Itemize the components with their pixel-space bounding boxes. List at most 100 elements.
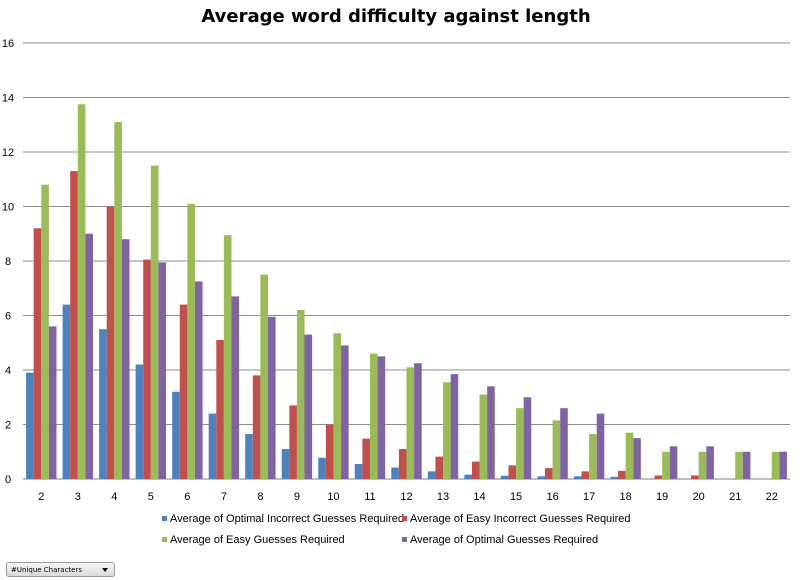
y-tick-label: 6 <box>5 311 11 323</box>
bar <box>406 367 415 479</box>
legend-swatch <box>402 537 407 542</box>
x-tick-label: 16 <box>546 491 558 503</box>
bar <box>573 476 582 479</box>
bar <box>362 438 370 479</box>
bar <box>735 451 743 479</box>
bar <box>33 228 42 479</box>
bar <box>779 451 787 479</box>
unique-characters-field-button[interactable]: #Unique Characters <box>6 562 115 577</box>
bar <box>99 329 107 479</box>
legend: Average of Optimal Incorrect Guesses Req… <box>162 513 631 546</box>
y-tick-label: 4 <box>5 365 11 377</box>
x-axis-ticks: 2 3 4 5 6 7 8 9 10 11 12 13 14 15 16 17 18 19 20 21 22 <box>38 491 778 503</box>
bar <box>296 310 305 479</box>
bar <box>281 449 290 479</box>
x-tick-label: 7 <box>221 491 227 503</box>
bar <box>26 372 34 479</box>
bar <box>398 449 407 479</box>
bar <box>260 274 269 479</box>
bar <box>194 281 203 479</box>
bar <box>610 476 619 479</box>
bar <box>304 334 313 479</box>
y-tick-label: 12 <box>2 147 14 159</box>
bar <box>596 413 605 479</box>
bar <box>325 424 334 479</box>
bar <box>742 451 751 479</box>
bar <box>414 363 422 479</box>
x-tick-label: 5 <box>148 491 154 503</box>
x-tick-label: 11 <box>364 491 375 503</box>
bar <box>143 259 151 479</box>
legend-swatch <box>402 516 407 521</box>
bar <box>62 304 71 479</box>
x-tick-label: 19 <box>656 491 668 503</box>
bar <box>516 408 524 479</box>
y-tick-label: 16 <box>2 38 14 50</box>
bar <box>633 438 641 479</box>
bar <box>318 457 326 479</box>
bar <box>341 345 349 479</box>
x-tick-label: 17 <box>583 491 595 503</box>
bar <box>208 413 217 479</box>
y-tick-label: 14 <box>2 93 14 105</box>
bar <box>544 468 553 479</box>
bar <box>625 432 634 479</box>
bar <box>443 382 451 479</box>
bar <box>150 165 159 479</box>
x-tick-label: 8 <box>257 491 263 503</box>
bar <box>560 408 568 479</box>
bar <box>85 233 93 479</box>
bar <box>333 333 342 479</box>
bar <box>435 456 444 479</box>
bar <box>369 353 378 479</box>
bar <box>41 184 49 479</box>
bar <box>187 203 195 479</box>
x-tick-label: 12 <box>400 491 412 503</box>
bar <box>537 476 545 479</box>
x-tick-label: 20 <box>693 491 705 503</box>
legend-label: Average of Optimal Incorrect Guesses Req… <box>170 513 404 525</box>
bar <box>471 461 480 479</box>
bar <box>135 364 144 479</box>
bar <box>450 374 459 479</box>
bar <box>500 475 509 479</box>
bar <box>589 434 597 479</box>
x-tick-label: 3 <box>75 491 81 503</box>
bar <box>377 356 386 479</box>
chart-title: Average word difficulty against length <box>201 6 590 27</box>
bar <box>698 451 707 479</box>
bar <box>77 104 86 479</box>
bar <box>771 451 780 479</box>
x-tick-label: 18 <box>620 491 632 503</box>
legend-label: Average of Optimal Guesses Required <box>410 534 598 546</box>
x-tick-label: 4 <box>111 491 117 503</box>
x-tick-label: 15 <box>510 491 522 503</box>
bar <box>523 397 532 479</box>
bar <box>231 296 240 479</box>
bar <box>691 475 699 479</box>
bar <box>508 465 517 479</box>
x-tick-label: 9 <box>294 491 300 503</box>
bar <box>354 464 363 479</box>
bar <box>216 340 224 479</box>
bar <box>427 471 436 479</box>
bar <box>172 391 180 479</box>
bar <box>662 451 670 479</box>
bar <box>552 420 561 479</box>
y-tick-label: 0 <box>5 474 11 486</box>
legend-swatch <box>162 516 167 521</box>
bar <box>479 394 488 479</box>
bar <box>48 326 57 479</box>
bar <box>618 470 626 479</box>
x-tick-label: 14 <box>473 491 485 503</box>
bar <box>252 375 261 479</box>
bar <box>654 475 663 479</box>
bar <box>669 446 678 479</box>
bar <box>464 474 472 479</box>
legend-label: Average of Easy Incorrect Guesses Requir… <box>410 513 631 525</box>
dropdown-arrow-icon <box>102 568 108 572</box>
x-tick-label: 2 <box>38 491 44 503</box>
bar <box>179 304 188 479</box>
bar <box>487 386 495 479</box>
